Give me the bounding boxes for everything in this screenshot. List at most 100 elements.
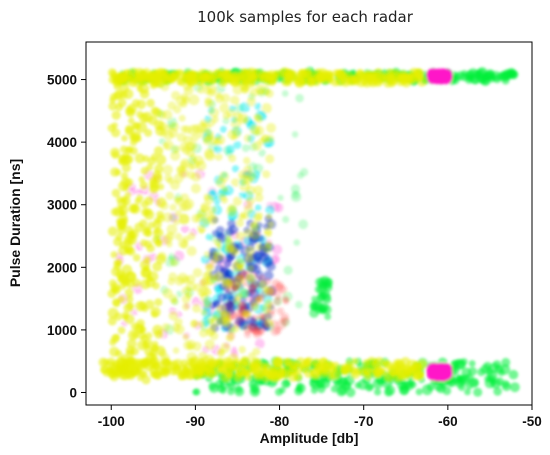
scatter-point-red (238, 301, 248, 311)
scatter-point-yellow (128, 133, 136, 141)
scatter-point-yellow (261, 103, 272, 114)
scatter-point-yellow (107, 307, 119, 319)
scatter-point-yellow (262, 286, 270, 294)
scatter-point-yellow (235, 231, 245, 241)
scatter-point-red (250, 314, 259, 322)
scatter-point-yellow (262, 170, 271, 179)
scatter-point-yellow (154, 298, 163, 307)
scatter-point-yellow (234, 274, 245, 286)
scatter-point-yellow (134, 198, 141, 205)
scatter-point-yellow (221, 186, 229, 193)
scatter-point-yellow (107, 316, 117, 326)
scatter-point-yellow (159, 353, 171, 364)
scatter-point-yellow (210, 256, 219, 264)
scatter-point-yellow (205, 70, 215, 79)
scatter-point-yellow (117, 326, 126, 335)
scatter-point-green (281, 90, 289, 97)
scatter-point-yellow (121, 217, 129, 224)
scatter-point-yellow (392, 371, 404, 382)
scatter-point-yellow (231, 178, 240, 187)
scatter-point-yellow (173, 105, 182, 114)
scatter-point-yellow (400, 357, 411, 367)
scatter-point-yellow (152, 324, 163, 336)
scatter-point-magenta (271, 255, 281, 264)
scatter-point-yellow (128, 117, 135, 125)
scatter-point-yellow (263, 227, 273, 236)
scatter-point-yellow (207, 84, 217, 95)
scatter-point-yellow (142, 155, 150, 163)
scatter-point-yellow (206, 325, 217, 335)
scatter-point-yellow (265, 89, 274, 98)
scatter-point-yellow (181, 200, 192, 212)
scatter-point-yellow (149, 352, 158, 361)
scatter-point-yellow (243, 156, 251, 165)
scatter-point-yellow (170, 258, 179, 267)
scatter-point-yellow (101, 358, 110, 366)
scatter-point-yellow (237, 213, 245, 221)
scatter-point-magenta (273, 202, 284, 213)
scatter-point-yellow (138, 370, 146, 378)
scatter-point-yellow (254, 193, 264, 203)
scatter-point-magenta (442, 365, 452, 375)
scatter-point-yellow (138, 301, 147, 310)
scatter-point-green (290, 184, 301, 194)
scatter-point-blue (263, 270, 274, 281)
scatter-point-red (277, 285, 288, 295)
scatter-point-yellow (151, 370, 161, 380)
scatter-point-yellow (241, 309, 249, 318)
scatter-point-green (281, 378, 291, 389)
scatter-point-yellow (233, 372, 243, 382)
scatter-point-yellow (153, 227, 161, 235)
scatter-point-green (345, 387, 356, 398)
scatter-point-yellow (128, 231, 136, 238)
scatter-point-yellow (126, 302, 135, 311)
scatter-point-yellow (204, 97, 212, 105)
y-tick-label: 1000 (47, 323, 77, 338)
scatter-point-yellow (236, 263, 244, 271)
scatter-point-yellow (160, 81, 170, 92)
scatter-point-yellow (321, 70, 332, 81)
scatter-point-yellow (126, 271, 137, 282)
scatter-point-yellow (176, 69, 183, 76)
scatter-point-green (464, 388, 471, 396)
scatter-point-yellow (166, 177, 174, 185)
scatter-point-yellow (209, 136, 219, 146)
scatter-point-green (364, 383, 374, 392)
scatter-point-yellow (162, 109, 173, 120)
scatter-point-yellow (155, 154, 167, 166)
scatter-point-yellow (125, 124, 134, 134)
scatter-point-yellow (303, 368, 314, 378)
scatter-point-yellow (329, 368, 341, 380)
x-tick-label: -50 (522, 414, 542, 429)
scatter-point-yellow (211, 76, 219, 85)
scatter-point-yellow (362, 359, 370, 366)
scatter-point-yellow (117, 274, 126, 284)
scatter-point-yellow (174, 317, 183, 327)
scatter-point-cyan (219, 125, 227, 133)
scatter-point-green (508, 369, 519, 380)
scatter-point-magenta (173, 250, 185, 262)
scatter-point-yellow (200, 202, 211, 213)
scatter-point-yellow (196, 130, 205, 139)
scatter-point-yellow (230, 118, 242, 130)
scatter-point-yellow (157, 183, 165, 191)
scatter-point-yellow (254, 114, 264, 124)
scatter-point-yellow (136, 99, 146, 110)
scatter-point-magenta (272, 244, 283, 255)
scatter-point-yellow (156, 210, 165, 219)
scatter-point-yellow (162, 164, 173, 175)
scatter-point-yellow (243, 134, 252, 143)
y-tick-label: 4000 (47, 135, 77, 150)
scatter-point-yellow (249, 124, 261, 136)
scatter-point-yellow (116, 196, 123, 203)
scatter-point-yellow (120, 145, 128, 154)
scatter-point-yellow (250, 302, 259, 311)
scatter-point-yellow (122, 314, 129, 321)
scatter-point-yellow (170, 150, 181, 161)
scatter-point-yellow (246, 264, 255, 273)
scatter-point-yellow (204, 148, 215, 159)
scatter-point-yellow (192, 268, 203, 278)
scatter-point-yellow (162, 288, 173, 299)
scatter-point-yellow (126, 247, 136, 256)
y-tick-label: 3000 (47, 198, 77, 213)
